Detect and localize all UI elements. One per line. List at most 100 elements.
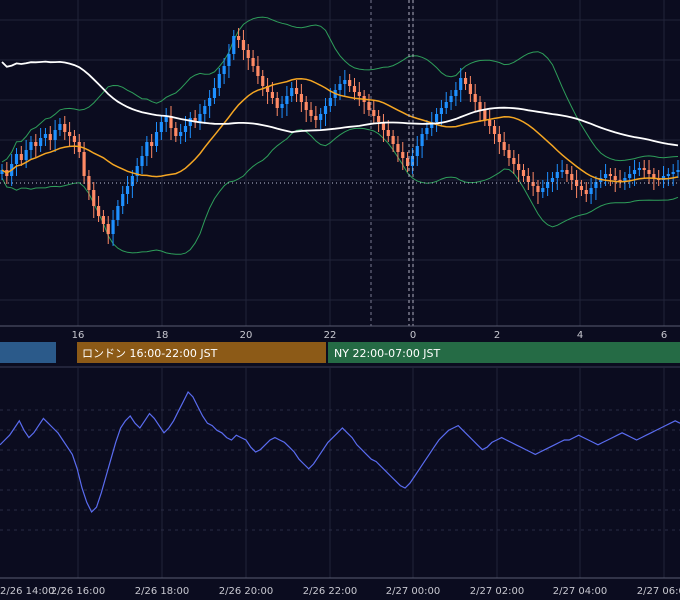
oscillator-path [0,390,680,514]
candle-body [642,168,646,170]
candle-body [521,170,526,176]
candle-body [584,190,588,194]
candle-body [497,134,501,142]
candle-body [565,170,569,174]
candle-body [237,36,241,40]
candle-body [430,122,434,128]
candle-body [280,104,284,108]
candle-body [212,88,217,98]
candle-body [39,138,43,146]
candle-body [130,176,134,186]
candle-body [488,120,492,126]
candle-body [188,118,192,126]
candle-body [299,94,303,102]
candle-body [613,176,617,180]
session-bar: ロンドン 16:00-22:00 JST NY 22:00-07:00 JST [0,342,680,363]
candle-body [420,134,424,146]
x-tick-label: 2/27 02:00 [470,586,524,597]
candle-body [106,224,110,234]
bollinger-upper [1,16,679,163]
candle-body [541,188,545,192]
candle-body [256,66,260,76]
candle-body [415,146,419,156]
candle-body [531,182,535,186]
candle-body [217,74,221,88]
candle-body [478,102,482,110]
bollinger-bands [1,16,679,255]
candle-body [396,144,400,152]
candle-body [270,92,274,98]
candle-body [526,176,530,182]
candle-body [145,142,149,156]
candle-body [666,174,670,176]
candle-body [24,150,28,160]
candle-body [241,40,246,50]
x-tick-label: 20 [240,330,253,341]
candle-body [512,158,516,164]
candle-body [43,134,48,138]
candle-body [473,94,477,102]
candle-body [410,156,415,166]
candle-body [652,174,656,178]
candle-body [449,96,453,102]
upper-x-axis: 16 18 20 22 0 2 4 6 [72,330,668,341]
x-tick-label: 2/26 18:00 [135,586,189,597]
candle-body [314,116,318,120]
candle-body [391,136,395,144]
candle-body [34,142,38,146]
candle-body [285,96,289,104]
candle-body [623,178,627,182]
bollinger-lower [1,127,679,255]
candle-body [96,206,101,216]
candle-body [439,108,443,114]
candle-body [372,110,376,116]
candle-body [140,156,144,166]
candle-body [58,124,62,130]
session-ny-label: NY 22:00-07:00 JST [334,347,441,360]
candle-body [82,152,86,176]
candle-body [193,118,197,122]
candle-body [208,98,212,106]
oscillator-line [0,390,680,514]
candle-body [198,114,202,122]
candle-body [406,158,410,166]
candle-body [0,170,4,174]
candle-body [116,206,120,220]
candle-body [546,182,550,188]
candle-body [48,134,52,140]
candle-body [425,128,429,134]
candle-body [309,110,313,116]
candle-body [570,174,574,180]
x-tick-label: 2/26 22:00 [303,586,357,597]
day-separator-lines [370,0,414,326]
moving-average-long [1,60,679,147]
candle-body [222,66,226,74]
candle-body [386,130,390,136]
candle-body [492,126,497,134]
x-tick-label: 16 [72,330,85,341]
x-tick-label: 0 [410,330,416,341]
candle-body [304,102,308,110]
candle-body [319,114,323,120]
session-ny-band [328,342,680,363]
candle-body [14,154,19,164]
candle-body [367,102,371,110]
candle-body [352,86,357,92]
x-tick-label: 22 [324,330,337,341]
candle-body [125,186,130,194]
candle-body [381,122,386,130]
candle-body [608,174,612,176]
candle-body [72,136,77,142]
candle-body [454,90,458,96]
candle-body [169,116,173,128]
candle-body [671,172,675,174]
candle-body [555,172,559,178]
candle-body [560,170,564,172]
candle-body [121,194,125,206]
candle-body [401,152,405,158]
candle-body [290,88,294,96]
candle-body [154,132,159,146]
session-london-label: ロンドン 16:00-22:00 JST [82,347,218,360]
candle-body [232,36,236,54]
